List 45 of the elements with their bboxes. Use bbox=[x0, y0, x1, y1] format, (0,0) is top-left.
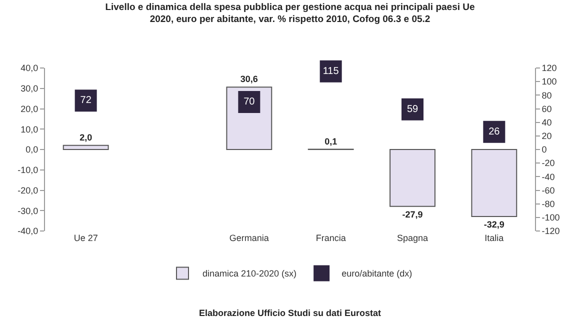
x-tick-label: Germania bbox=[229, 233, 269, 243]
y2-tick-label: -120 bbox=[542, 226, 560, 236]
data-label: 26 bbox=[488, 126, 500, 138]
y-tick-label: 10,0 bbox=[20, 124, 38, 134]
y2-tick-label: -100 bbox=[542, 212, 560, 223]
y-tick-label: -10,0 bbox=[18, 165, 38, 176]
data-label: 115 bbox=[322, 66, 340, 77]
y-tick-label: -30,0 bbox=[18, 206, 38, 216]
legend-label: dinamica 210-2020 (sx) bbox=[202, 268, 297, 279]
y2-tick-label: -40 bbox=[542, 172, 555, 182]
y2-tick-label: 80 bbox=[542, 90, 552, 100]
bar bbox=[62, 144, 109, 150]
y-tick-label: -40,0 bbox=[18, 226, 38, 236]
data-label: 30,6 bbox=[240, 74, 258, 84]
y-tick-label: 30,0 bbox=[20, 84, 38, 94]
x-tick-label: Ue 27 bbox=[74, 233, 98, 243]
data-label: 0,1 bbox=[324, 136, 338, 146]
x-tick-label: Spagna bbox=[396, 233, 428, 243]
y2-tick-label: -80 bbox=[542, 198, 555, 209]
y-tick-label: -20,0 bbox=[18, 185, 38, 196]
bar bbox=[471, 149, 518, 218]
data-label: 59 bbox=[406, 104, 418, 115]
data-label: -32,9 bbox=[484, 220, 504, 230]
chart-subtitle: 2020, euro per abitante, var. % rispetto 2010, Cofog 06.3 e 05.2 bbox=[150, 14, 430, 26]
y2-tick-label: 20 bbox=[542, 131, 552, 142]
text: Elaborazione Ufficio Studi su dati Eurostat bbox=[199, 308, 382, 318]
y2-tick-label: 40 bbox=[542, 117, 552, 128]
legend-label: euro/abitante (dx) bbox=[342, 268, 412, 279]
y2-tick-label: 60 bbox=[542, 104, 552, 114]
y-tick-label: 20,0 bbox=[20, 104, 38, 114]
y-tick-label: 0,0 bbox=[26, 144, 38, 155]
chart-title: Livello e dinamica della spesa pubblica per gestione acqua nei principali paesi Ue bbox=[105, 2, 475, 13]
x-tick-label: Italia bbox=[484, 233, 504, 243]
y-tick-label: 40,0 bbox=[20, 63, 38, 74]
data-label: 70 bbox=[244, 96, 256, 108]
y2-tick-label: 100 bbox=[542, 76, 557, 87]
y2-tick-label: 0 bbox=[542, 144, 547, 155]
x-tick-label: Francia bbox=[316, 233, 346, 243]
y2-tick-label: -60 bbox=[542, 185, 555, 196]
data-label: 2,0 bbox=[80, 132, 92, 142]
y2-tick-label: -20 bbox=[542, 158, 555, 168]
data-label: -27,9 bbox=[402, 209, 423, 220]
y2-tick-label: 120 bbox=[542, 63, 557, 74]
data-label: 72 bbox=[80, 95, 92, 106]
bar bbox=[390, 149, 436, 207]
